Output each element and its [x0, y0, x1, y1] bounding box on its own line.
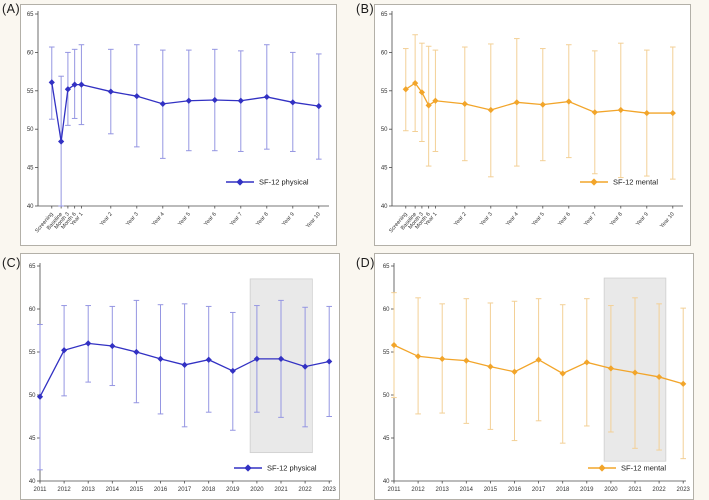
- svg-text:45: 45: [383, 436, 390, 442]
- panel-c-plot: 40 45 50 55 60 65 2011 2012 2013 2014 2015 2016 2017…: [20, 253, 340, 500]
- panel-c: (C) 40 45 50 55 60 65 2011 2012 2013 2014 2015 2016…: [0, 250, 354, 500]
- svg-text:Year 5: Year 5: [177, 211, 192, 227]
- panel-d-label: (D): [356, 256, 375, 270]
- svg-text:2022: 2022: [652, 487, 666, 493]
- svg-text:2021: 2021: [274, 487, 288, 493]
- svg-text:50: 50: [381, 127, 388, 133]
- svg-text:2018: 2018: [202, 487, 216, 493]
- svg-text:2023: 2023: [323, 487, 337, 493]
- svg-text:2011: 2011: [34, 487, 48, 493]
- svg-text:SF-12 physical: SF-12 physical: [267, 464, 317, 473]
- svg-text:SF-12 mental: SF-12 mental: [621, 464, 666, 473]
- svg-text:2017: 2017: [178, 487, 192, 493]
- svg-text:Year 10: Year 10: [305, 211, 322, 229]
- svg-text:2013: 2013: [82, 487, 96, 493]
- panel-b-label: (B): [356, 2, 375, 16]
- svg-text:55: 55: [29, 350, 36, 356]
- svg-text:2011: 2011: [388, 487, 402, 493]
- svg-text:Year 4: Year 4: [151, 211, 166, 227]
- svg-text:50: 50: [27, 127, 34, 133]
- svg-text:Year 8: Year 8: [255, 211, 270, 227]
- svg-text:55: 55: [27, 89, 34, 95]
- svg-text:50: 50: [29, 393, 36, 399]
- svg-text:40: 40: [29, 479, 36, 485]
- svg-text:2020: 2020: [250, 487, 264, 493]
- svg-text:SF-12 mental: SF-12 mental: [613, 178, 658, 187]
- panel-b: (B) 40 45 50 55 60 65 Screening Baseline Month 3…: [354, 0, 709, 250]
- svg-text:Year 7: Year 7: [583, 211, 598, 227]
- svg-text:Year 4: Year 4: [505, 211, 520, 227]
- svg-text:2014: 2014: [106, 487, 120, 493]
- panel-b-plot: 40 45 50 55 60 65 Screening Baseline Month 3 Mont…: [374, 4, 691, 246]
- svg-text:2017: 2017: [532, 487, 546, 493]
- svg-text:55: 55: [381, 89, 388, 95]
- svg-text:Year 7: Year 7: [229, 211, 244, 227]
- svg-text:2023: 2023: [677, 487, 691, 493]
- svg-text:2013: 2013: [436, 487, 450, 493]
- svg-text:2020: 2020: [604, 487, 618, 493]
- svg-text:2015: 2015: [484, 487, 498, 493]
- svg-text:2016: 2016: [154, 487, 168, 493]
- svg-text:60: 60: [381, 50, 388, 56]
- svg-text:2012: 2012: [411, 487, 425, 493]
- svg-text:Year 9: Year 9: [281, 211, 296, 227]
- panel-d-plot: 40 45 50 55 60 65 2011 2012 2013 2014 2015 2016 2017…: [374, 253, 694, 500]
- svg-text:45: 45: [29, 436, 36, 442]
- svg-text:2012: 2012: [57, 487, 71, 493]
- svg-text:50: 50: [383, 393, 390, 399]
- svg-text:40: 40: [381, 204, 388, 210]
- chart-d-canvas: 40 45 50 55 60 65 2011 2012 2013 2014 2015 2016 2017…: [383, 263, 691, 493]
- panel-a-label: (A): [2, 2, 21, 16]
- svg-text:Year 6: Year 6: [203, 211, 218, 227]
- svg-text:65: 65: [381, 12, 388, 18]
- svg-text:Year 6: Year 6: [557, 211, 572, 227]
- svg-text:60: 60: [383, 307, 390, 313]
- svg-text:2014: 2014: [460, 487, 474, 493]
- svg-text:65: 65: [383, 264, 390, 270]
- svg-text:40: 40: [383, 479, 390, 485]
- svg-text:60: 60: [29, 307, 36, 313]
- svg-text:2018: 2018: [556, 487, 570, 493]
- svg-text:40: 40: [27, 204, 34, 210]
- panel-d: (D) 40 45 50 55 60 65 2011 2012 2013 2014 2015 2016…: [354, 250, 709, 500]
- panel-a-plot: 40 45 50 55 60 65 Screening Baseline Month 3 Mont…: [20, 4, 337, 246]
- svg-text:Year 9: Year 9: [635, 211, 650, 227]
- svg-text:2015: 2015: [130, 487, 144, 493]
- svg-text:60: 60: [27, 50, 34, 56]
- svg-text:Year 10: Year 10: [659, 211, 676, 229]
- svg-text:Year 8: Year 8: [609, 211, 624, 227]
- svg-text:65: 65: [27, 12, 34, 18]
- panel-a: (A) 40 45 50 55 60 65 Screening Baseline Month 3…: [0, 0, 354, 250]
- chart-c-canvas: 40 45 50 55 60 65 2011 2012 2013 2014 2015 2016 2017…: [29, 263, 337, 493]
- svg-text:2016: 2016: [508, 487, 522, 493]
- svg-text:2019: 2019: [226, 487, 240, 493]
- svg-text:45: 45: [27, 166, 34, 172]
- svg-text:2021: 2021: [628, 487, 642, 493]
- svg-text:2022: 2022: [298, 487, 312, 493]
- svg-text:55: 55: [383, 350, 390, 356]
- svg-text:2019: 2019: [580, 487, 594, 493]
- svg-text:45: 45: [381, 166, 388, 172]
- svg-text:65: 65: [29, 264, 36, 270]
- svg-text:Year 3: Year 3: [125, 211, 140, 227]
- panel-c-label: (C): [2, 256, 21, 270]
- svg-text:Year 3: Year 3: [479, 211, 494, 227]
- svg-text:SF-12 physical: SF-12 physical: [259, 178, 309, 187]
- svg-text:Year 5: Year 5: [531, 211, 546, 227]
- svg-text:Year 2: Year 2: [453, 211, 468, 227]
- svg-text:Year 2: Year 2: [99, 211, 114, 227]
